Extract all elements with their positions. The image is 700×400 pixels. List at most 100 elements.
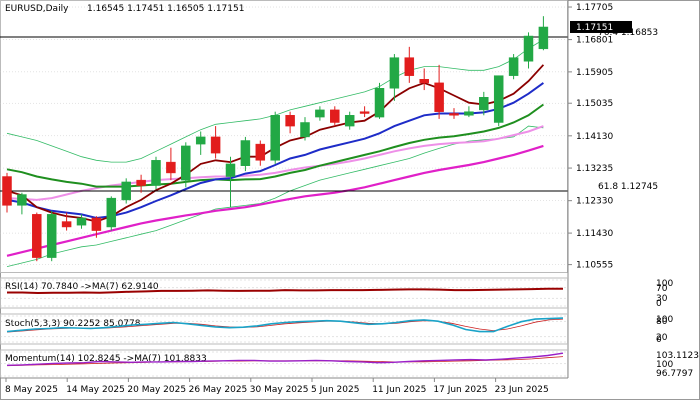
candle xyxy=(374,82,385,119)
candle-body xyxy=(17,194,27,206)
candle xyxy=(255,140,266,166)
price-tick-label: 1.17705 xyxy=(576,3,613,13)
candle-body xyxy=(61,221,72,228)
stoch-tick-label: 0 xyxy=(656,335,662,345)
stoch-tick-label: 20 xyxy=(656,333,668,343)
time-tick-label: 17 Jun 2025 xyxy=(433,385,487,395)
rsi-tick-label: 100 xyxy=(656,279,673,289)
candle-body xyxy=(76,217,87,226)
candle xyxy=(32,212,42,262)
stochastic-panel[interactable]: Stoch(5,3,3) 90.2252 85.0778 xyxy=(0,313,568,345)
candle-body xyxy=(240,140,251,166)
candle-body xyxy=(449,113,459,116)
candle-body xyxy=(344,115,355,127)
fib-level-61-label: 61.8 1.12745 xyxy=(598,182,658,192)
candle xyxy=(225,156,236,208)
candle-body xyxy=(151,160,161,186)
candle-body xyxy=(359,111,370,114)
bollinger-lower-line xyxy=(6,125,544,267)
candle-body xyxy=(419,79,429,84)
fib-level-76-label: 76.4 1.16853 xyxy=(598,28,658,38)
momentum-line xyxy=(6,352,564,366)
current-price-box xyxy=(570,20,632,33)
candle-body xyxy=(315,109,325,118)
candle xyxy=(389,54,400,101)
candle-body xyxy=(523,35,534,62)
candle-body xyxy=(106,197,117,228)
candle-body xyxy=(270,115,280,161)
price-tick-label: 1.11430 xyxy=(576,229,613,239)
candle xyxy=(166,147,176,181)
candle xyxy=(195,131,206,155)
stoch-tick-label: 80 xyxy=(656,317,668,327)
price-tick-label: 1.15035 xyxy=(576,99,613,109)
candle-body xyxy=(136,179,146,186)
candle xyxy=(344,111,355,130)
candle-body xyxy=(91,217,102,231)
rsi-panel[interactable]: RSI(14) 70.7840 ->MA(7) 62.9140 xyxy=(0,277,568,309)
symbol-label: EURUSD,Daily xyxy=(5,4,69,14)
candle-body xyxy=(389,57,400,89)
candle xyxy=(464,106,474,118)
candle xyxy=(240,136,251,172)
candle xyxy=(91,216,102,238)
ohlc-readout: 1.16545 1.17451 1.16505 1.17151 xyxy=(87,4,244,14)
candle xyxy=(61,212,72,231)
candle-body xyxy=(2,176,12,206)
momentum-panel[interactable]: Momentum(14) 102.8245 ->MA(7) 101.8833 xyxy=(0,349,568,379)
candle xyxy=(46,210,57,262)
candle-body xyxy=(285,115,295,127)
rsi-title: RSI(14) 70.7840 ->MA(7) 62.9140 xyxy=(5,282,159,292)
candle xyxy=(493,75,504,127)
price-panel[interactable]: 76.4 1.16853 61.8 1.12745 EURUSD,Daily 1… xyxy=(0,0,658,273)
rsi-tick-label: 30 xyxy=(656,294,668,304)
candle-body xyxy=(181,145,191,181)
price-axis: 1.17705 1.16801 1.15905 1.15035 1.14130 1.132… xyxy=(5,0,699,395)
current-price-label: 1.17151 xyxy=(576,23,613,33)
candle xyxy=(121,178,131,204)
candle-body xyxy=(508,57,519,76)
candle-body xyxy=(32,214,42,258)
momentum-tick-label: 100 xyxy=(656,360,673,370)
candle-body xyxy=(479,97,489,111)
candle xyxy=(210,126,221,159)
candle xyxy=(17,192,27,215)
candle xyxy=(300,117,310,141)
candle xyxy=(508,54,519,80)
momentum-title: Momentum(14) 102.8245 ->MA(7) 101.8833 xyxy=(5,354,207,364)
candle-body xyxy=(255,143,266,161)
candle xyxy=(479,91,489,116)
candle-body xyxy=(464,111,474,116)
stochastic-k-line xyxy=(6,317,564,333)
candle-body xyxy=(166,161,176,174)
ma-long-light-line xyxy=(6,125,544,201)
candle xyxy=(523,32,534,69)
price-tick-label: 1.12330 xyxy=(576,197,613,207)
candle xyxy=(538,16,549,51)
candle xyxy=(151,156,161,190)
candle-body xyxy=(225,163,236,177)
time-tick-label: 14 May 2025 xyxy=(66,385,125,395)
candle xyxy=(106,196,117,231)
time-tick-label: 8 May 2025 xyxy=(5,385,58,395)
candle-body xyxy=(46,214,57,258)
price-tick-label: 1.10555 xyxy=(576,261,613,271)
momentum-tick-label: 103.1123 xyxy=(656,351,699,361)
candle xyxy=(330,106,340,127)
candle xyxy=(136,174,146,193)
time-tick-label: 30 May 2025 xyxy=(250,385,309,395)
candle-body xyxy=(374,88,385,118)
candle xyxy=(76,214,87,229)
candle xyxy=(359,106,370,118)
rsi-tick-label: 0 xyxy=(656,299,662,309)
candle xyxy=(285,111,295,134)
stochastic-title: Stoch(5,3,3) 90.2252 85.0778 xyxy=(5,319,141,329)
candle xyxy=(404,46,415,83)
fibonacci-levels: 76.4 1.16853 61.8 1.12745 xyxy=(0,28,658,192)
candle xyxy=(434,64,444,119)
candle xyxy=(270,111,280,164)
stoch-tick-label: 100 xyxy=(656,315,673,325)
candle-body xyxy=(330,109,340,123)
